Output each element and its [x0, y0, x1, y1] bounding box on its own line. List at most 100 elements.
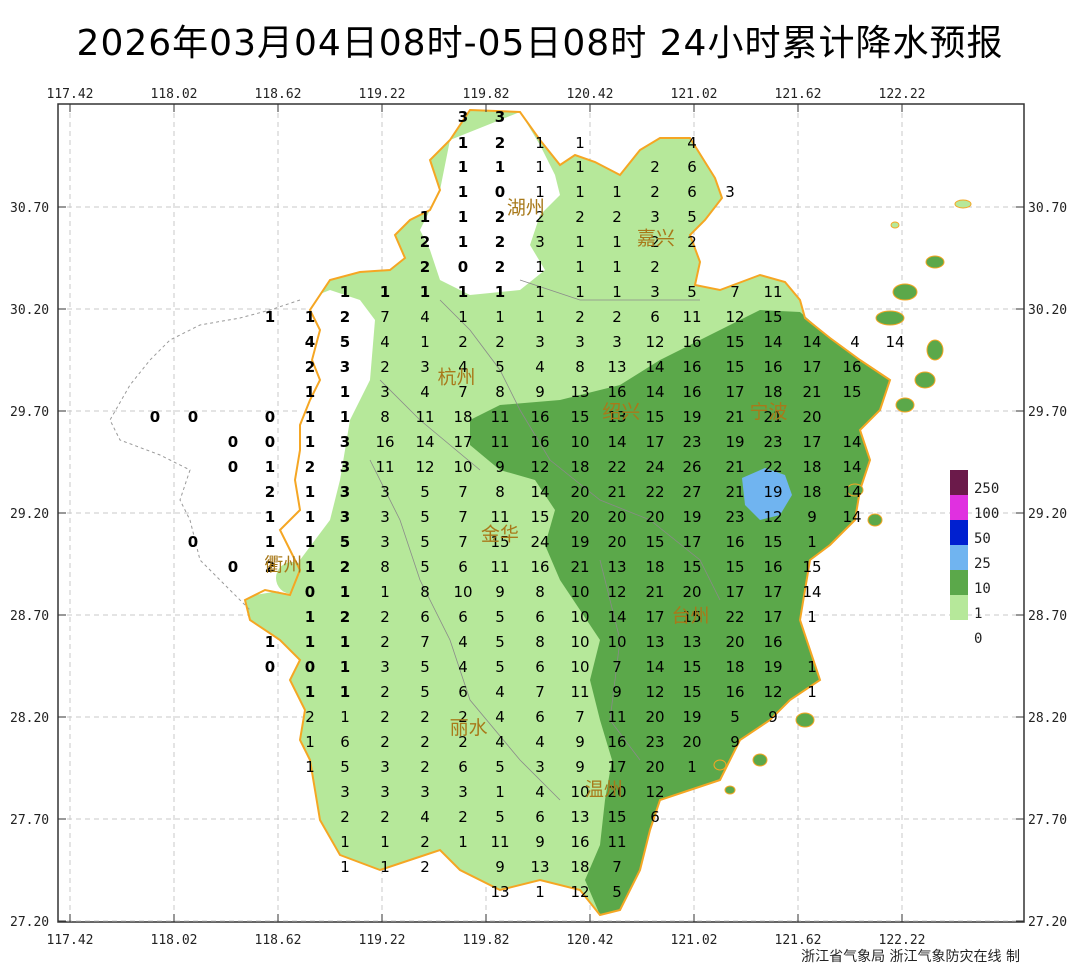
station-value: 14: [842, 458, 861, 476]
station-value: 2: [535, 208, 545, 226]
station-value: 5: [340, 758, 350, 776]
station-value: 20: [607, 508, 626, 526]
station-value: 19: [725, 433, 744, 451]
station-value: 2: [575, 308, 585, 326]
station-value: 18: [802, 458, 821, 476]
station-value: 18: [570, 858, 589, 876]
station-value: 1: [458, 308, 468, 326]
station-value: 8: [495, 383, 505, 401]
station-value: 3: [340, 458, 350, 476]
station-value: 23: [682, 433, 701, 451]
station-value: 11: [490, 508, 509, 526]
station-value: 5: [495, 758, 505, 776]
station-value: 22: [763, 458, 782, 476]
station-value: 15: [763, 308, 782, 326]
lat-tick-right: 28.70: [1028, 609, 1067, 624]
station-value: 3: [495, 108, 505, 126]
station-value: 4: [495, 683, 505, 701]
station-value: 5: [495, 633, 505, 651]
station-value: 7: [458, 483, 468, 501]
station-value: 4: [458, 358, 468, 376]
city-label: 湖州: [507, 197, 545, 219]
station-value: 1: [535, 883, 545, 901]
station-value: 1: [340, 633, 350, 651]
station-value: 4: [495, 708, 505, 726]
station-value: 21: [802, 383, 821, 401]
station-value: 6: [458, 758, 468, 776]
station-value: 18: [453, 408, 472, 426]
station-value: 1: [380, 858, 390, 876]
station-value: 3: [650, 283, 660, 301]
station-value: 6: [458, 608, 468, 626]
station-value: 11: [607, 833, 626, 851]
station-value: 14: [842, 433, 861, 451]
station-value: 10: [570, 433, 589, 451]
station-value: 16: [530, 558, 549, 576]
station-value: 0: [265, 408, 275, 426]
station-value: 14: [842, 483, 861, 501]
station-value: 8: [380, 408, 390, 426]
station-value: 20: [645, 508, 664, 526]
station-value: 1: [420, 283, 430, 301]
station-value: 4: [495, 733, 505, 751]
station-value: 10: [607, 633, 626, 651]
station-value: 1: [458, 134, 468, 152]
station-value: 2: [380, 808, 390, 826]
station-value: 20: [802, 408, 821, 426]
lat-tick-right: 27.20: [1028, 915, 1067, 930]
station-value: 11: [490, 408, 509, 426]
station-value: 0: [495, 183, 505, 201]
station-value: 21: [763, 408, 782, 426]
map-title: 2026年03月04日08时-05日08时 24小时累计降水预报: [76, 23, 1004, 64]
station-value: 15: [725, 558, 744, 576]
station-value: 20: [607, 533, 626, 551]
station-value: 14: [645, 658, 664, 676]
station-value: 4: [535, 733, 545, 751]
station-value: 1: [305, 433, 315, 451]
station-value: 5: [687, 283, 697, 301]
lon-tick-top: 122.22: [879, 87, 926, 102]
lon-tick-bottom: 118.02: [151, 933, 198, 948]
station-value: 10: [570, 608, 589, 626]
station-value: 4: [535, 358, 545, 376]
station-value: 21: [725, 483, 744, 501]
lat-tick-right: 28.20: [1028, 711, 1067, 726]
station-value: 3: [340, 358, 350, 376]
station-value: 1: [807, 683, 817, 701]
station-value: 20: [725, 633, 744, 651]
station-value: 1: [535, 258, 545, 276]
station-value: 9: [535, 383, 545, 401]
station-value: 1: [305, 633, 315, 651]
station-value: 15: [682, 608, 701, 626]
station-value: 1: [265, 533, 275, 551]
station-value: 7: [458, 383, 468, 401]
station-value: 2: [305, 458, 315, 476]
station-value: 17: [763, 583, 782, 601]
lat-tick-right: 29.20: [1028, 507, 1067, 522]
legend-swatch: [950, 595, 968, 620]
station-value: 15: [725, 358, 744, 376]
station-value: 15: [607, 808, 626, 826]
lat-tick-left: 30.20: [10, 303, 49, 318]
station-value: 2: [458, 708, 468, 726]
station-value: 4: [380, 333, 390, 351]
station-value: 14: [415, 433, 434, 451]
station-value: 0: [265, 433, 275, 451]
station-value: 3: [380, 508, 390, 526]
station-value: 7: [612, 858, 622, 876]
station-value: 5: [420, 483, 430, 501]
legend-swatch: [950, 520, 968, 545]
station-value: 17: [725, 583, 744, 601]
station-value: 19: [763, 483, 782, 501]
station-value: 6: [650, 808, 660, 826]
station-value: 21: [607, 483, 626, 501]
station-value: 1: [458, 233, 468, 251]
station-value: 14: [885, 333, 904, 351]
station-value: 16: [763, 558, 782, 576]
station-value: 1: [305, 308, 315, 326]
station-value: 3: [725, 183, 735, 201]
station-value: 15: [763, 533, 782, 551]
station-value: 0: [188, 533, 198, 551]
lon-tick-top: 119.22: [359, 87, 406, 102]
station-value: 12: [530, 458, 549, 476]
